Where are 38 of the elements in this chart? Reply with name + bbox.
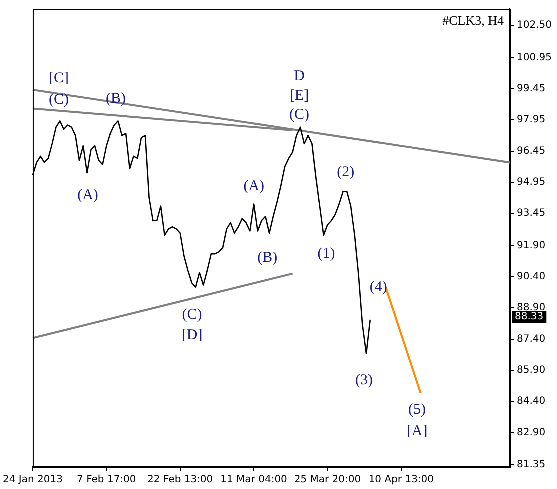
x-tick-label: 25 Mar 20:00 (294, 474, 362, 486)
annotation: D (294, 68, 306, 85)
x-tick-label: 7 Feb 17:00 (77, 474, 136, 486)
y-tick-label: 102.50 (517, 20, 552, 32)
x-tick-label: 24 Jan 2013 (2, 474, 63, 486)
annotation: [A] (406, 424, 428, 440)
annotation: [D] (182, 328, 203, 344)
y-tick-label: 81.35 (517, 460, 546, 471)
text: 88.33 (515, 312, 544, 323)
annotation: (A) (78, 187, 98, 204)
y-tick-label: 94.95 (517, 177, 546, 188)
annotation: (C) (49, 92, 70, 108)
x-tick-label: 11 Mar 04:00 (220, 474, 288, 486)
y-tick-label: 91.90 (517, 240, 546, 252)
x-tick-label: 10 Apr 13:00 (368, 474, 434, 486)
y-tick-label: 96.45 (517, 146, 546, 157)
y-tick-label: 99.45 (517, 84, 546, 95)
y-tick-label: 97.95 (517, 114, 546, 126)
y-tick-label: 90.40 (517, 272, 546, 283)
y-tick-label: 100.95 (517, 52, 552, 64)
y-tick-label: 93.45 (517, 208, 546, 220)
annotation: (A) (244, 178, 265, 194)
annotation: (3) (355, 372, 373, 389)
annotation: [C] (49, 70, 70, 87)
annotation: (1) (318, 246, 336, 262)
x-tick-label: 22 Feb 13:00 (148, 474, 214, 486)
y-tick-label: 84.40 (517, 396, 546, 408)
y-tick-label: 85.90 (517, 365, 546, 376)
annotation: (4) (370, 279, 388, 296)
chart-title: #CLK3, H4 (442, 12, 505, 28)
annotation: (C) (182, 306, 202, 323)
annotation: (5) (408, 402, 426, 418)
annotation: (C) (289, 106, 310, 123)
y-tick-label: 87.40 (517, 334, 546, 345)
y-tick-label: 82.90 (517, 427, 546, 438)
annotation: (2) (337, 164, 355, 181)
annotation: [E] (290, 88, 310, 104)
annotation: (B) (258, 250, 278, 266)
